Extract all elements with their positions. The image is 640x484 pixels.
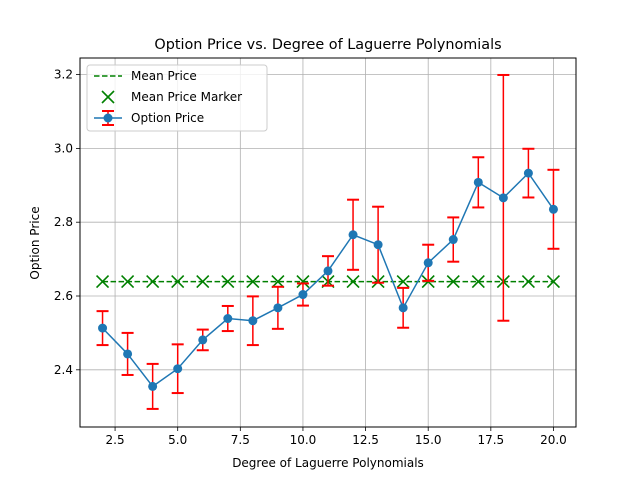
option-price-point xyxy=(323,266,333,276)
option-price-point xyxy=(273,303,283,313)
mean-price-marker xyxy=(346,275,360,289)
y-tick-label: 2.4 xyxy=(54,363,73,377)
x-axis-label: Degree of Laguerre Polynomials xyxy=(232,456,424,470)
mean-price-marker-stroke xyxy=(521,275,535,289)
legend-box xyxy=(86,64,268,132)
option-price-point xyxy=(498,193,508,203)
mean-price-marker-stroke xyxy=(471,275,485,289)
mean-price-marker-stroke xyxy=(346,275,360,289)
option-price-point xyxy=(473,177,483,187)
legend-option-price-label: Option Price xyxy=(131,111,204,125)
option-price-point xyxy=(448,235,458,245)
mean-price-marker-stroke xyxy=(95,275,110,289)
option-price-point xyxy=(223,314,233,324)
mean-price-marker xyxy=(121,275,135,289)
option-price-point xyxy=(298,290,308,300)
legend-mean-price-marker-icon xyxy=(101,90,115,104)
x-tick-label: 15.0 xyxy=(415,433,442,447)
option-price-point xyxy=(98,323,108,333)
mean-price-marker-stroke xyxy=(546,275,561,289)
legend-mean-price-label: Mean Price xyxy=(131,69,197,83)
mean-price-marker xyxy=(396,275,410,289)
mean-price-marker-stroke xyxy=(446,275,460,289)
option-price-point xyxy=(548,204,558,214)
mean-price-marker-stroke xyxy=(196,275,210,289)
series-layer xyxy=(95,73,561,410)
x-tick-label: 12.5 xyxy=(352,433,379,447)
mean-price-marker-stroke xyxy=(121,275,135,289)
x-tick-label: 2.5 xyxy=(106,433,125,447)
y-tick-label: 3.2 xyxy=(54,68,73,82)
mean-price-marker xyxy=(471,275,485,289)
mean-price-marker-stroke xyxy=(396,275,410,289)
y-tick-label: 3.0 xyxy=(54,141,73,155)
mean-price-marker xyxy=(95,275,110,289)
tick-layer: 2.5 5.0 7.5 10.0 12.5 15.0 17.5 20.0 2.4 2.6 2.8 3.… xyxy=(54,68,567,447)
option-price-point xyxy=(123,349,133,359)
option-price-point xyxy=(148,381,158,391)
mean-price-marker xyxy=(446,275,460,289)
option-price-point xyxy=(248,316,258,326)
option-price-point xyxy=(198,335,208,345)
mean-price-marker xyxy=(271,275,285,289)
y-tick-label: 2.8 xyxy=(54,215,73,229)
legend-mean-price-marker-label: Mean Price Marker xyxy=(131,90,242,104)
x-tick-label: 5.0 xyxy=(168,433,187,447)
option-price-point xyxy=(423,258,433,268)
x-tick-label: 7.5 xyxy=(231,433,250,447)
mean-price-marker-stroke xyxy=(221,275,235,289)
mean-price-marker-stroke xyxy=(146,275,160,289)
x-tick-label: 10.0 xyxy=(290,433,317,447)
legend-option-price-icon xyxy=(94,110,122,126)
x-tick-label: 17.5 xyxy=(477,433,504,447)
mean-price-marker xyxy=(546,275,561,289)
mean-price-marker xyxy=(296,275,310,289)
option-price-point xyxy=(373,240,383,250)
mean-price-marker xyxy=(221,275,235,289)
mean-price-marker xyxy=(521,275,535,289)
mean-price-marker-stroke xyxy=(296,275,310,289)
axes-frame xyxy=(79,57,577,428)
mean-price-marker xyxy=(171,275,185,289)
option-price-point xyxy=(398,303,408,313)
y-tick-label: 2.6 xyxy=(54,289,73,303)
mean-price-marker-stroke xyxy=(171,275,185,289)
chart-title: Option Price vs. Degree of Laguerre Poly… xyxy=(154,37,501,53)
legend: Mean Price Mean Price Marker Option Pric… xyxy=(86,64,268,132)
mean-price-marker xyxy=(246,275,260,289)
option-price-point xyxy=(348,230,358,240)
mean-price-marker-stroke xyxy=(271,275,285,289)
option-price-point xyxy=(523,168,533,178)
mean-price-marker-stroke xyxy=(246,275,260,289)
x-tick-label: 20.0 xyxy=(540,433,567,447)
option-price-point xyxy=(173,364,183,374)
mean-price-marker xyxy=(146,275,160,289)
y-axis-label: Option Price xyxy=(28,206,42,279)
mean-price-marker xyxy=(196,275,210,289)
